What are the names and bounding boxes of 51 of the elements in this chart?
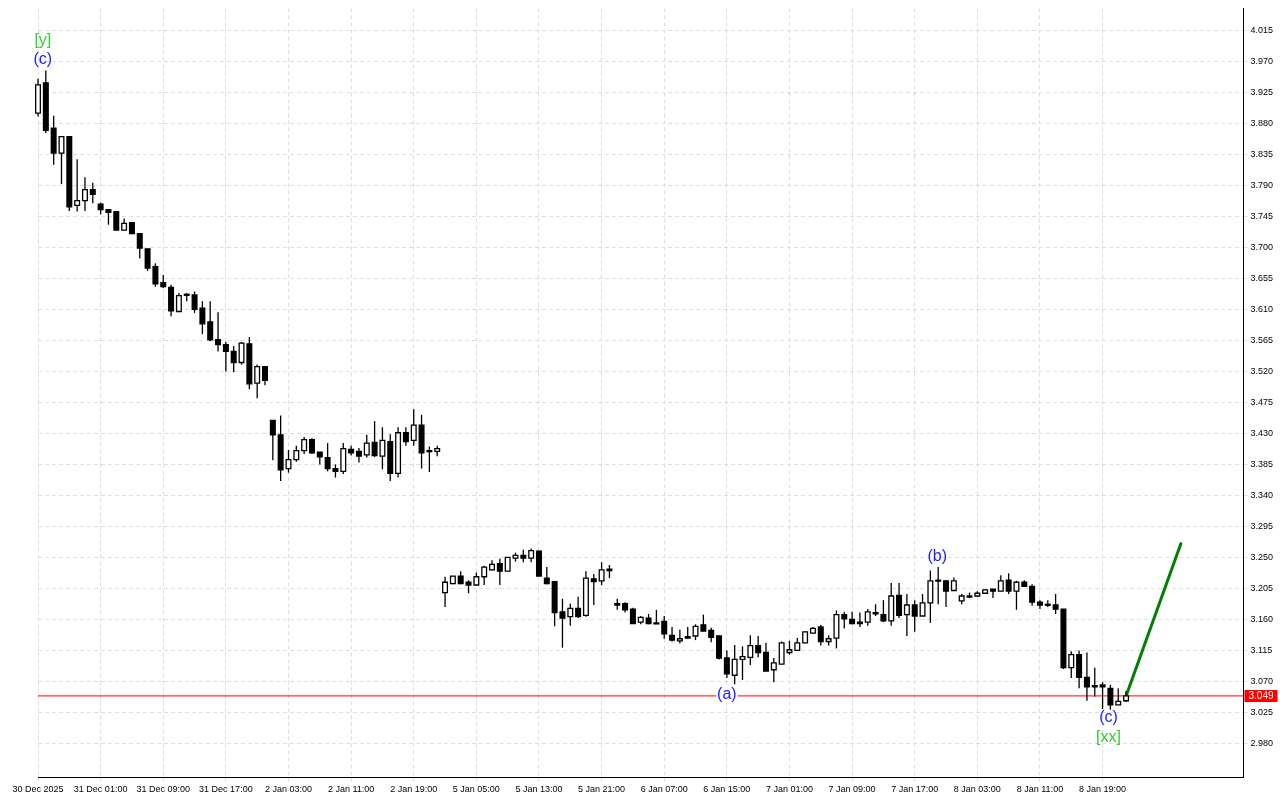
y-tick-label: 3.970 [1250, 55, 1274, 66]
y-tick-label: 3.385 [1250, 458, 1274, 469]
x-tick-label: 8 Jan 11:00 [1016, 784, 1064, 795]
x-tick-label: 31 Dec 01:00 [73, 784, 128, 795]
y-tick-label: 3.835 [1250, 148, 1274, 159]
y-tick-label: 3.070 [1250, 675, 1274, 686]
candlestick [35, 78, 41, 118]
annotation: (c) [1099, 707, 1118, 725]
y-tick-label: 3.610 [1250, 303, 1274, 314]
x-tick-label: 8 Jan 03:00 [953, 784, 1001, 795]
y-tick-label: 3.655 [1250, 272, 1274, 283]
y-tick-label: 3.430 [1250, 427, 1274, 438]
y-tick-label: 3.520 [1250, 365, 1274, 376]
annotation: (b) [927, 546, 948, 564]
x-tick-label: 5 Jan 21:00 [578, 784, 626, 795]
x-tick-label: 8 Jan 19:00 [1079, 784, 1127, 795]
y-tick-label: 3.790 [1250, 179, 1274, 190]
y-tick-label: 4.015 [1250, 24, 1274, 35]
y-tick-label: 3.745 [1250, 210, 1274, 221]
x-tick-label: 31 Dec 09:00 [136, 784, 191, 795]
ref-line-label: 3.049 [1248, 689, 1274, 701]
y-tick-label: 3.340 [1250, 489, 1274, 500]
y-tick-label: 3.205 [1250, 582, 1274, 593]
x-tick-label: 6 Jan 07:00 [640, 784, 688, 795]
y-tick-label: 3.250 [1250, 551, 1274, 562]
x-tick-label: 30 Dec 2025 [12, 784, 64, 795]
x-tick-label: 7 Jan 09:00 [828, 784, 876, 795]
y-tick-label: 3.700 [1250, 241, 1274, 252]
annotation: [xx] [1096, 727, 1121, 745]
y-tick-label: 3.160 [1250, 613, 1274, 624]
y-tick-label: 3.880 [1250, 117, 1274, 128]
x-tick-label: 7 Jan 17:00 [891, 784, 939, 795]
annotation: [y] [34, 31, 52, 49]
y-tick-label: 3.475 [1250, 396, 1274, 407]
y-tick-label: 3.115 [1250, 644, 1273, 655]
y-tick-label: 3.925 [1250, 86, 1274, 97]
annotation: (c) [33, 50, 53, 68]
candlestick [943, 579, 950, 608]
x-tick-label: 2 Jan 19:00 [390, 784, 438, 795]
y-tick-label: 2.980 [1250, 737, 1274, 748]
x-tick-label: 2 Jan 03:00 [264, 784, 313, 795]
x-tick-label: 6 Jan 15:00 [703, 784, 751, 795]
x-tick-label: 5 Jan 05:00 [452, 784, 500, 795]
annotation: (a) [717, 684, 737, 702]
x-tick-label: 7 Jan 01:00 [765, 784, 813, 795]
x-tick-label: 5 Jan 13:00 [515, 784, 563, 795]
y-tick-label: 3.025 [1250, 706, 1274, 717]
x-tick-label: 2 Jan 11:00 [327, 784, 375, 795]
y-tick-label: 3.565 [1250, 334, 1274, 345]
x-tick-label: 31 Dec 17:00 [199, 784, 253, 795]
y-tick-label: 3.295 [1250, 520, 1274, 531]
